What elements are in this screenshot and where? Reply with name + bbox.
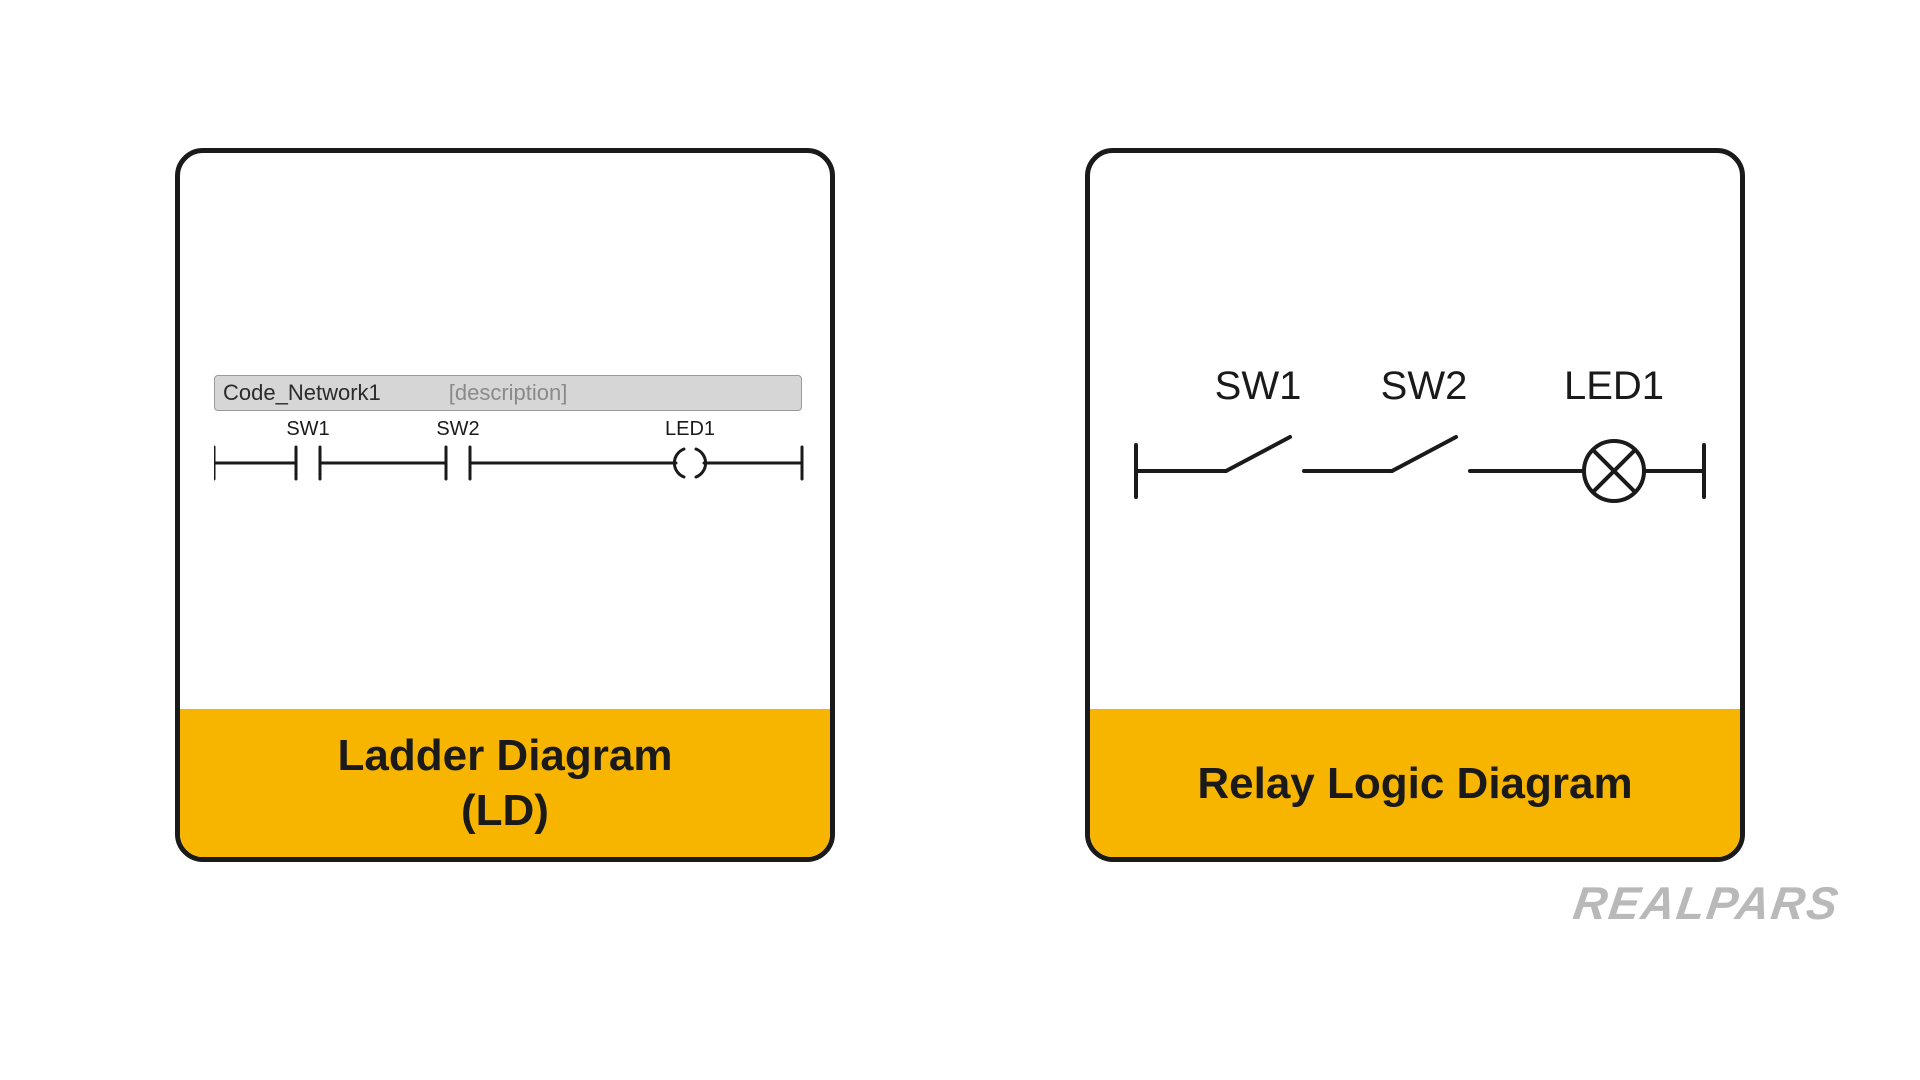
ladder-title-line2: (LD) [338, 783, 673, 838]
coil-led1-right [696, 449, 706, 477]
relay-label-sw1: SW1 [1215, 364, 1302, 408]
panel-ladder-diagram: Code_Network1 [description] [175, 148, 835, 862]
relay-title: Relay Logic Diagram [1197, 756, 1632, 811]
relay-title-bar: Relay Logic Diagram [1090, 709, 1740, 857]
ladder-body: Code_Network1 [description] [180, 153, 830, 709]
watermark-logo: REALPARS [1571, 876, 1844, 930]
panel-relay-logic: SW1 SW2 LED1 Relay Logic Diagram [1085, 148, 1745, 862]
relay-label-led1: LED1 [1564, 364, 1664, 408]
coil-led1-left [674, 449, 684, 477]
network-name: Code_Network1 [223, 380, 381, 406]
switch-sw1-blade [1226, 437, 1290, 471]
ladder-rung-svg: SW1 SW2 LED1 [214, 419, 804, 499]
relay-label-sw2: SW2 [1381, 364, 1468, 408]
switch-sw2-blade [1392, 437, 1456, 471]
label-sw1: SW1 [286, 419, 329, 440]
relay-circuit-svg: SW1 SW2 LED1 [1134, 363, 1710, 543]
ladder-title-line1: Ladder Diagram [338, 728, 673, 783]
network-description: [description] [449, 380, 568, 406]
network-header: Code_Network1 [description] [214, 375, 802, 411]
label-sw2: SW2 [436, 419, 479, 440]
label-led1: LED1 [665, 419, 715, 440]
relay-body: SW1 SW2 LED1 [1090, 153, 1740, 709]
diagram-container: Code_Network1 [description] [0, 148, 1920, 862]
ladder-title-bar: Ladder Diagram (LD) [180, 709, 830, 857]
